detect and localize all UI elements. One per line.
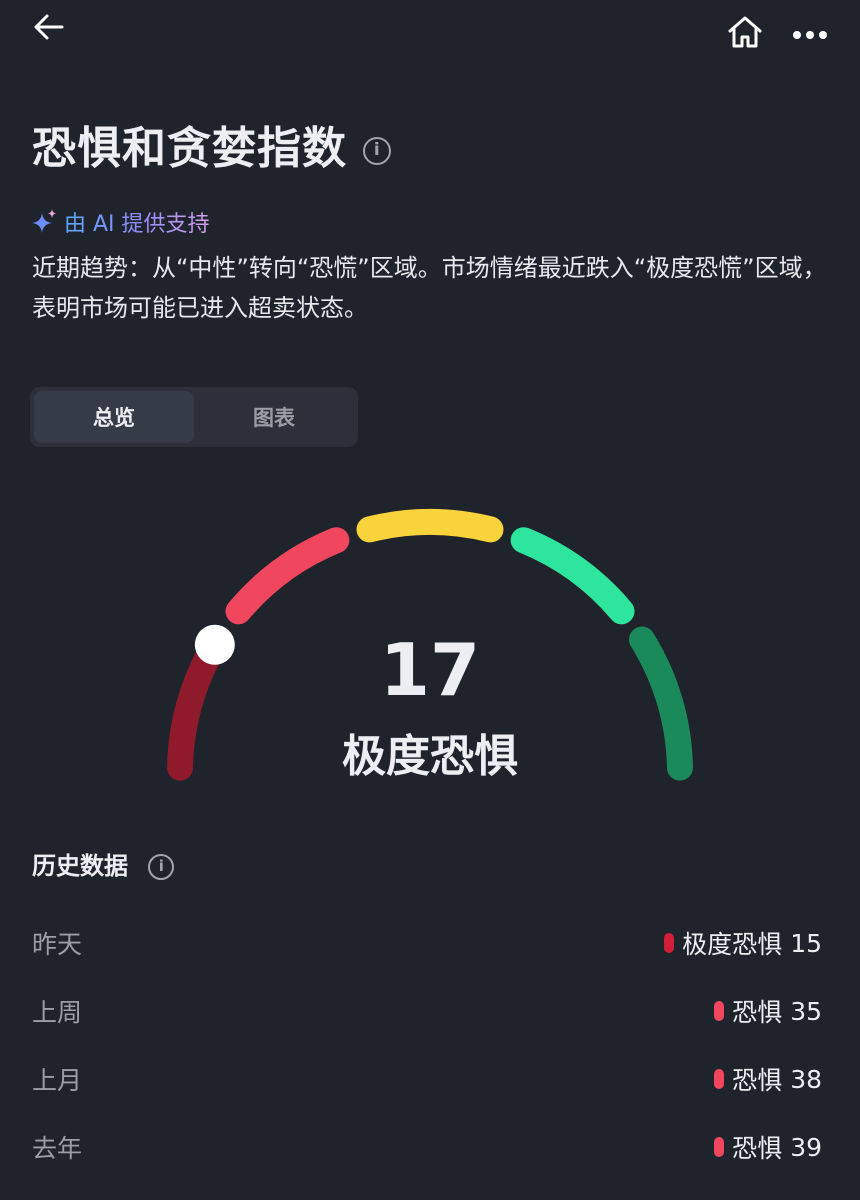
sentiment-dot <box>664 933 675 953</box>
history-row: 上周 恐惧 35 <box>32 991 822 1031</box>
sentiment-dot <box>714 1069 725 1089</box>
tab-overview[interactable]: 总览 <box>34 391 194 443</box>
page-title: 恐惧和贪婪指数 i <box>32 112 392 176</box>
back-button[interactable] <box>32 10 66 53</box>
history-period: 上月 <box>32 1066 83 1095</box>
history-label: 极度恐惧 <box>682 930 783 959</box>
view-tabs: 总览 图表 <box>30 387 358 447</box>
sentiment-dot <box>714 1001 725 1021</box>
sentiment-dot <box>714 1137 725 1157</box>
history-title: 历史数据 i <box>32 846 175 881</box>
history-label: 恐惧 <box>732 1066 783 1095</box>
fear-greed-gauge <box>167 509 693 781</box>
gauge-segment <box>629 626 693 781</box>
history-row: 上月 恐惧 38 <box>32 1059 822 1099</box>
sparkle-icon <box>32 209 58 239</box>
gauge-label: 极度恐惧 <box>342 731 518 782</box>
home-button[interactable] <box>726 14 764 54</box>
home-icon <box>728 16 762 48</box>
gauge-indicator <box>194 624 235 665</box>
history-label: 恐惧 <box>732 1134 783 1163</box>
arrow-left-icon <box>34 14 64 40</box>
gauge-value: 17 <box>379 628 481 712</box>
history-value: 38 <box>790 1064 822 1094</box>
history-period: 上周 <box>32 998 83 1027</box>
ai-label: 由 AI 提供支持 <box>64 206 210 238</box>
history-value: 35 <box>790 996 822 1026</box>
history-row: 去年 恐惧 39 <box>32 1127 822 1167</box>
gauge-segment <box>225 527 350 625</box>
trend-summary: 近期趋势：从“中性”转向“恐慌”区域。市场情绪最近跌入“极度恐慌”区域，表明市场… <box>32 254 827 322</box>
more-button[interactable] <box>792 26 828 45</box>
history-period: 去年 <box>32 1134 83 1163</box>
history-period: 昨天 <box>32 930 83 959</box>
info-icon[interactable]: i <box>148 854 175 880</box>
history-label: 恐惧 <box>732 998 783 1027</box>
gauge-segment <box>356 509 504 543</box>
info-icon[interactable]: i <box>363 137 392 165</box>
history-row: 昨天 极度恐惧 15 <box>32 923 822 963</box>
tab-chart[interactable]: 图表 <box>253 406 295 430</box>
history-value: 15 <box>790 928 822 958</box>
history-value: 39 <box>790 1132 822 1162</box>
ellipsis-icon <box>793 31 827 39</box>
gauge-segment <box>510 527 635 625</box>
